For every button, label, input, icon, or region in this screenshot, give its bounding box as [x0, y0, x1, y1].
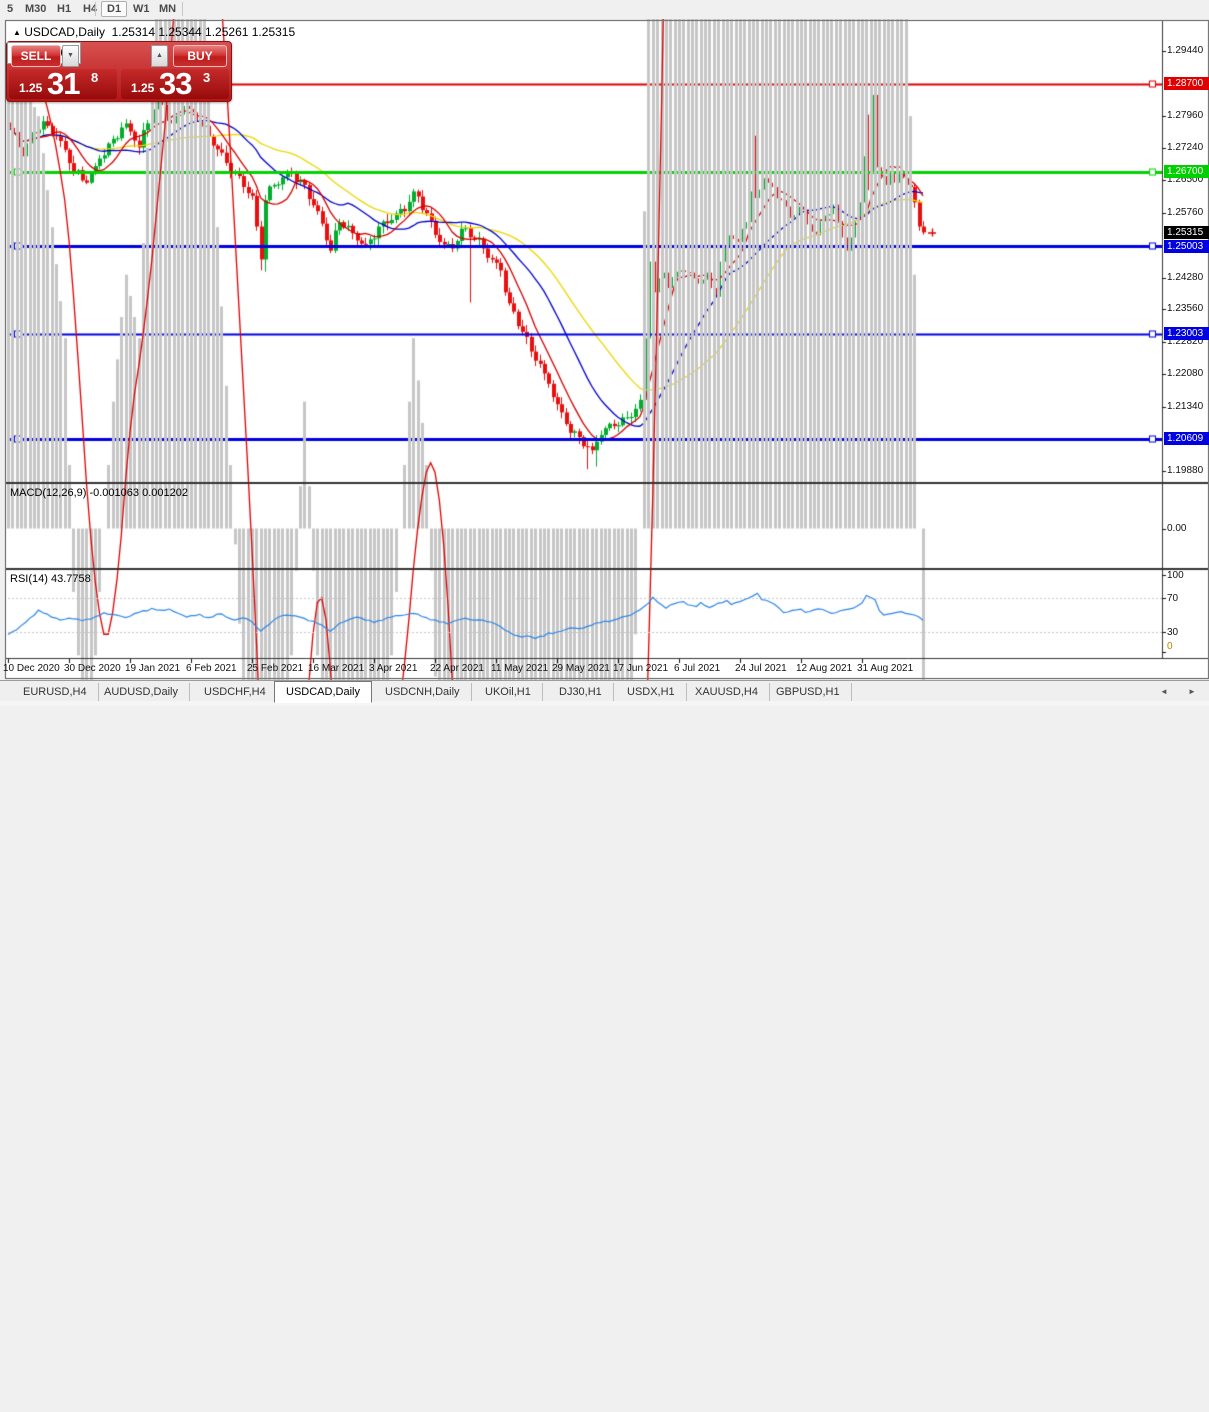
tab-scroll-right-icon[interactable]: ► — [1188, 687, 1196, 696]
timeframe-button-mn[interactable]: MN — [159, 3, 177, 15]
date-axis-label: 10 Dec 2020 — [3, 663, 60, 674]
status-strip — [0, 701, 1209, 706]
arrow-down-icon: ▼ — [67, 52, 74, 59]
price-axis-tick: 1.27240 — [1167, 142, 1204, 153]
price-axis-tick: 1.19880 — [1167, 465, 1204, 476]
arrow-up-icon: ▲ — [156, 52, 163, 59]
price-axis-tick: 1.21340 — [1167, 401, 1204, 412]
chart-tab-usdcnh[interactable]: USDCNH,Daily — [374, 683, 472, 701]
tab-scroll-left-icon[interactable]: ◄ — [1160, 687, 1168, 696]
price-level-badge: 1.25003 — [1164, 240, 1209, 253]
timeframe-button-h1[interactable]: H1 — [57, 3, 72, 15]
sell-price-big-digits: 31 — [47, 66, 80, 101]
sell-price-pipette: 8 — [91, 70, 99, 85]
date-axis-label: 11 May 2021 — [491, 663, 549, 674]
date-axis-label: 19 Jan 2021 — [125, 663, 181, 674]
buy-price-button[interactable]: 1.25 33 3 — [121, 66, 229, 101]
price-axis-tick: 1.29440 — [1167, 45, 1204, 56]
timeframe-button-d1[interactable]: D1 — [101, 1, 128, 17]
date-axis-label: 25 Feb 2021 — [247, 663, 304, 674]
chart-tab-dj30[interactable]: DJ30,H1 — [548, 683, 614, 701]
date-axis-label: 6 Jul 2021 — [674, 663, 721, 674]
price-axis-tick: 1.25760 — [1167, 207, 1204, 218]
chart-window-frame — [5, 20, 1209, 679]
price-axis-tick: 1.23560 — [1167, 303, 1204, 314]
buy-price-big-digits: 33 — [159, 66, 192, 101]
app-window: 5 M30 H1 H4 D1 W1 MN ▲ USDCAD,Daily 1.25314 1.… — [0, 0, 1209, 706]
collapse-panel-icon[interactable]: ▲ — [13, 28, 21, 37]
buy-price-prefix: 1.25 — [131, 81, 155, 95]
price-axis-tick: 1.22080 — [1167, 368, 1204, 379]
date-axis-label: 24 Jul 2021 — [735, 663, 787, 674]
volume-decrease-button[interactable]: ▼ — [62, 45, 79, 67]
chart-tab-eurusd[interactable]: EURUSD,H4 — [12, 683, 99, 701]
date-axis-label: 3 Apr 2021 — [369, 663, 418, 674]
chart-tab-usdchf[interactable]: USDCHF,H4 — [193, 683, 278, 701]
toolbar-separator — [95, 2, 96, 16]
price-axis-tick: 1.27960 — [1167, 110, 1204, 121]
rsi-axis-tick: 70 — [1167, 593, 1179, 604]
rsi-axis-tick: 0 — [1167, 641, 1173, 652]
price-level-badge: 1.25315 — [1164, 226, 1209, 239]
macd-axis-tick: 0.00 — [1167, 523, 1187, 534]
price-level-badge: 1.23003 — [1164, 327, 1209, 340]
buy-button[interactable]: BUY — [173, 45, 227, 67]
timeframe-button-m30[interactable]: M30 — [25, 3, 47, 15]
price-level-badge: 1.26700 — [1164, 165, 1209, 178]
chart-tab-xauusd[interactable]: XAUUSD,H4 — [684, 683, 770, 701]
chart-tab-gbpusd[interactable]: GBPUSD,H1 — [765, 683, 852, 701]
chart-symbol-title: USDCAD,Daily — [24, 25, 105, 39]
buy-price-pipette: 3 — [203, 70, 211, 85]
chart-tab-ukoil[interactable]: UKOil,H1 — [474, 683, 543, 701]
chart-tab-audusd[interactable]: AUDUSD,Daily — [93, 683, 190, 701]
chart-tab-usdx[interactable]: USDX,H1 — [616, 683, 687, 701]
price-level-badge: 1.20609 — [1164, 432, 1209, 445]
timeframe-button-h4[interactable]: H4 — [83, 3, 98, 15]
price-axis-tick: 1.26500 — [1167, 174, 1204, 185]
sell-price-button[interactable]: 1.25 31 8 — [9, 66, 117, 101]
sell-price-prefix: 1.25 — [19, 81, 43, 95]
date-axis-label: 12 Aug 2021 — [796, 663, 853, 674]
price-level-badge: 1.28700 — [1164, 77, 1209, 90]
chart-tab-usdcad[interactable]: USDCAD,Daily — [274, 681, 372, 703]
one-click-trading-panel: SELL ▼ 3.00 ▲ BUY 1.25 31 8 1.25 33 3 — [6, 41, 232, 102]
chart-tab-bar: EURUSD,H4 AUDUSD,Daily USDCHF,H4 USDCAD,Dai… — [0, 680, 1209, 703]
price-chart-canvas[interactable] — [0, 0, 1209, 706]
toolbar-separator — [182, 2, 183, 16]
timeframe-button-5[interactable]: 5 — [7, 3, 14, 15]
rsi-axis-tick: 30 — [1167, 627, 1179, 638]
sell-button[interactable]: SELL — [11, 45, 61, 67]
rsi-indicator-label: RSI(14) 43.7758 — [10, 573, 91, 585]
rsi-axis-tick: 100 — [1167, 570, 1184, 581]
date-axis-label: 17 Jun 2021 — [613, 663, 669, 674]
volume-increase-button[interactable]: ▲ — [151, 45, 168, 67]
date-axis-label: 31 Aug 2021 — [857, 663, 914, 674]
date-axis-label: 22 Apr 2021 — [430, 663, 484, 674]
macd-indicator-label: MACD(12,26,9) -0.001063 0.001202 — [10, 487, 188, 499]
price-axis-tick: 1.22820 — [1167, 336, 1204, 347]
date-axis-label: 29 May 2021 — [552, 663, 610, 674]
date-axis-label: 16 Mar 2021 — [308, 663, 365, 674]
price-axis-tick: 1.24280 — [1167, 272, 1204, 283]
date-axis-label: 6 Feb 2021 — [186, 663, 237, 674]
timeframe-button-w1[interactable]: W1 — [133, 3, 150, 15]
date-axis-label: 30 Dec 2020 — [64, 663, 121, 674]
chart-title-bar: ▲ USDCAD,Daily 1.25314 1.25344 1.25261 1… — [13, 25, 295, 39]
chart-ohlc-quotes: 1.25314 1.25344 1.25261 1.25315 — [111, 25, 296, 39]
timeframe-toolbar: 5 M30 H1 H4 D1 W1 MN — [0, 0, 1209, 19]
